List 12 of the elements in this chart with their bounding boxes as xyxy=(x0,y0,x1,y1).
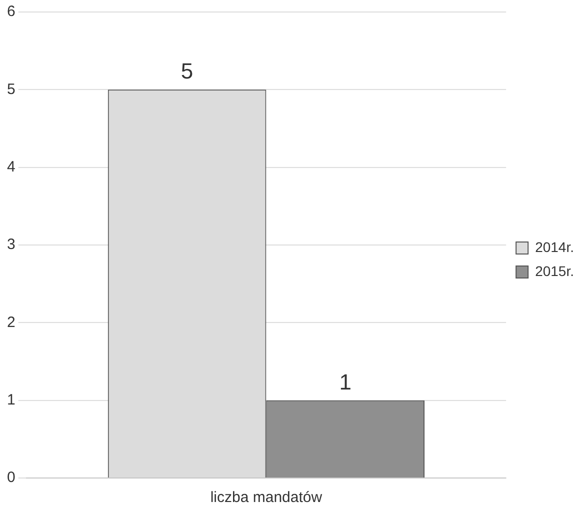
y-tick-label: 4 xyxy=(7,158,16,176)
data-label: 5 xyxy=(180,58,194,84)
legend-label: 2015r. xyxy=(535,262,574,279)
y-tick-label: 2 xyxy=(7,314,16,331)
y-tick-label: 0 xyxy=(7,469,16,486)
y-tick-label: 5 xyxy=(7,80,16,98)
y-tick-label: 3 xyxy=(7,236,16,254)
legend-label: 2014r. xyxy=(535,238,574,255)
data-label: 1 xyxy=(339,369,352,394)
y-tick-label: 1 xyxy=(7,391,16,408)
x-tick-label: liczba mandatów xyxy=(210,489,322,506)
y-tick-label: 6 xyxy=(7,3,16,20)
